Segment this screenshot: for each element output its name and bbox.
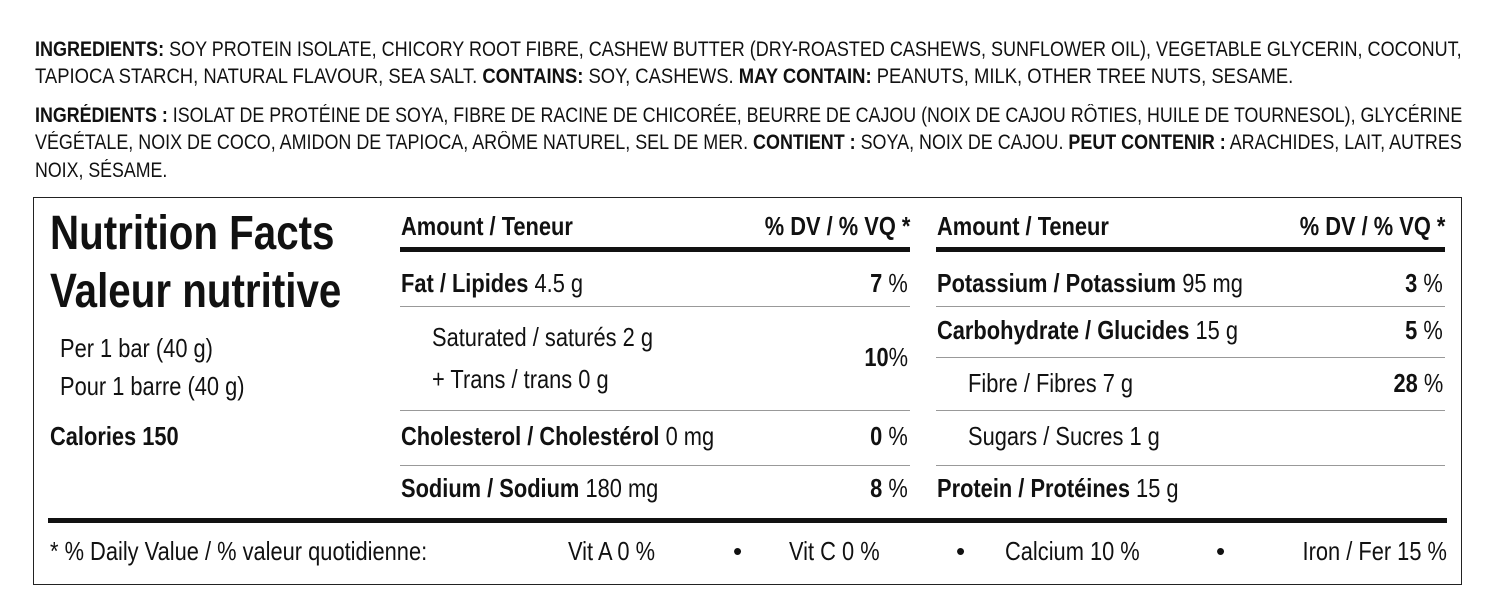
sugars-row: Sugars / Sucres 1 g (968, 421, 1160, 451)
thick-rule (400, 247, 910, 252)
cholesterol-dv: 0 % (870, 421, 908, 451)
ingredients-text: SOYA, NOIX DE CAJOU. (855, 131, 1069, 154)
sodium-row: Sodium / Sodium 180 mg (401, 473, 659, 503)
ingredients-text: TAPIOCA STARCH, NATURAL FLAVOUR, SEA SAL… (35, 65, 483, 88)
ingredients-line: VÉGÉTALE, NOIX DE COCO, AMIDON DE TAPIOC… (35, 131, 1462, 155)
ingredients-text: ARACHIDES, LAIT, AUTRES (1225, 131, 1462, 154)
ingredients-label: PEUT CONTENIR : (1068, 131, 1226, 154)
ingredients-line: INGREDIENTS: SOY PROTEIN ISOLATE, CHICOR… (35, 38, 1462, 62)
vitamin-c: Vit C 0 % (789, 536, 880, 566)
thick-rule-footer (48, 518, 1447, 523)
saturated-row: Saturated / saturés 2 g (432, 322, 653, 352)
potassium-row: Potassium / Potassium 95 mg (937, 268, 1243, 298)
protein-row: Protein / Protéines 15 g (937, 473, 1179, 503)
fat-row: Fat / Lipides 4.5 g (401, 268, 584, 298)
divider (400, 465, 910, 466)
potassium-dv: 3 % (1405, 268, 1443, 298)
ingredients-label: CONTIENT : (753, 131, 856, 154)
fibre-row: Fibre / Fibres 7 g (968, 368, 1134, 398)
carbohydrate-row: Carbohydrate / Glucides 15 g (937, 315, 1239, 345)
serving-size-english: Per 1 bar (40 g) (60, 333, 213, 363)
vitamin-a: Vit A 0 % (568, 536, 656, 566)
bullet: • (733, 536, 743, 566)
title-french: Valeur nutritive (50, 265, 342, 318)
divider (936, 410, 1445, 411)
ingredients-line: INGRÉDIENTS : ISOLAT DE PROTÉINE DE SOYA… (35, 104, 1462, 128)
ingredients-label: INGREDIENTS: (35, 38, 165, 61)
sodium-dv: 8 % (870, 473, 908, 503)
bullet: • (956, 536, 966, 566)
bullet: • (1216, 536, 1226, 566)
ingredients-line: NOIX, SÉSAME. (35, 159, 167, 183)
ingredients-text: ISOLAT DE PROTÉINE DE SOYA, FIBRE DE RAC… (167, 104, 1463, 127)
amount-header: Amount / Teneur (401, 211, 573, 241)
ingredients-label: MAY CONTAIN: (738, 65, 872, 88)
nutrition-facts-panel (33, 197, 1462, 585)
ingredients-text: SOY, CASHEWS. (583, 65, 739, 88)
carbohydrate-dv: 5 % (1405, 315, 1443, 345)
thick-rule (936, 247, 1445, 252)
ingredients-text: SOY PROTEIN ISOLATE, CHICORY ROOT FIBRE,… (164, 38, 1462, 61)
cholesterol-row: Cholesterol / Cholestérol 0 mg (401, 421, 715, 451)
fat-dv: 7 % (870, 268, 908, 298)
divider (936, 306, 1445, 307)
ingredients-text: VÉGÉTALE, NOIX DE COCO, AMIDON DE TAPIOC… (35, 131, 754, 154)
ingredients-line: TAPIOCA STARCH, NATURAL FLAVOUR, SEA SAL… (35, 65, 1293, 89)
serving-size-french: Pour 1 barre (40 g) (60, 371, 245, 401)
trans-row: + Trans / trans 0 g (432, 364, 609, 394)
divider (400, 306, 910, 307)
ingredients-text: NOIX, SÉSAME. (35, 159, 168, 182)
saturated-trans-dv: 10% (864, 342, 908, 372)
calories: Calories 150 (50, 421, 179, 451)
daily-value-note: * % Daily Value / % valeur quotidienne: (50, 536, 428, 566)
fibre-dv: 28 % (1393, 368, 1443, 398)
divider (936, 465, 1445, 466)
amount-header-right: Amount / Teneur (937, 211, 1109, 241)
divider (936, 357, 1445, 358)
calcium: Calcium 10 % (1005, 536, 1140, 566)
title-english: Nutrition Facts (50, 207, 335, 260)
ingredients-text: PEANUTS, MILK, OTHER TREE NUTS, SESAME. (871, 65, 1294, 88)
iron: Iron / Fer 15 % (1302, 536, 1447, 566)
divider (400, 410, 910, 411)
ingredients-label: INGRÉDIENTS : (35, 104, 168, 127)
dv-header: % DV / % VQ * (764, 211, 910, 241)
ingredients-label: CONTAINS: (482, 65, 584, 88)
dv-header-right: % DV / % VQ * (1299, 211, 1445, 241)
